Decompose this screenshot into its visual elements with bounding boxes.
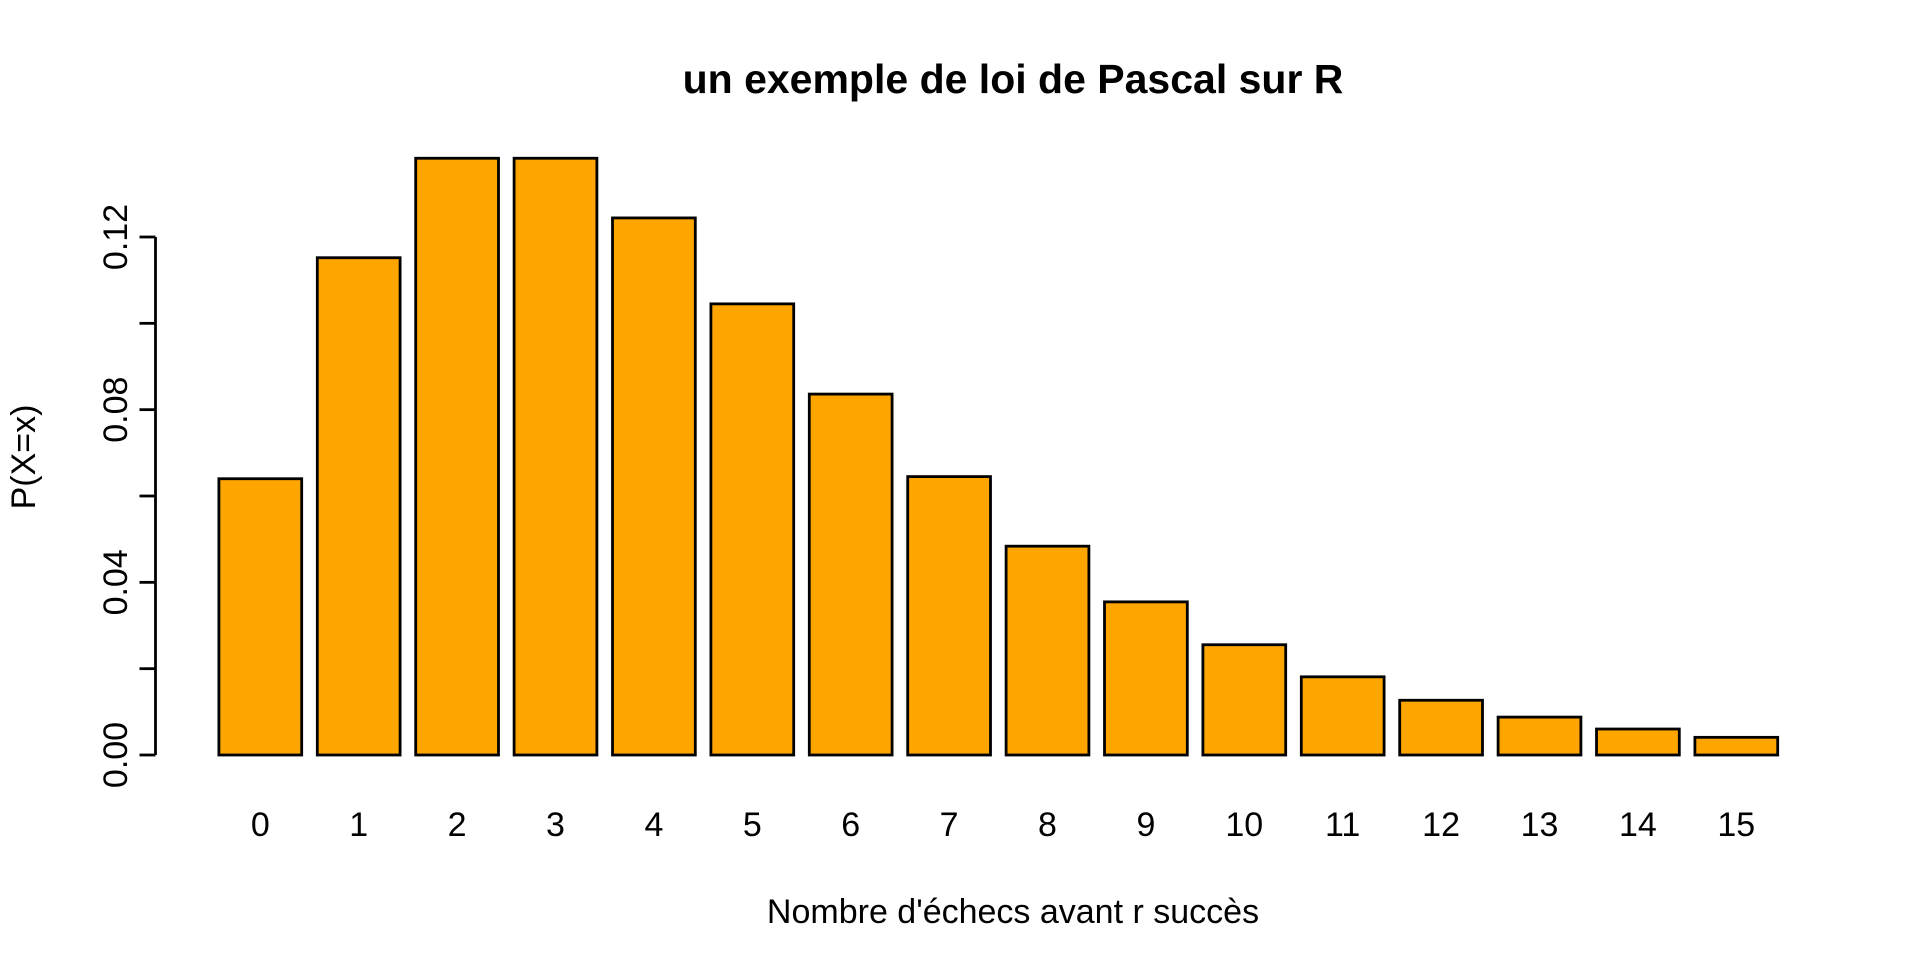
chart-title: un exemple de loi de Pascal sur R bbox=[683, 56, 1344, 102]
y-tick-label: 0.08 bbox=[97, 377, 135, 443]
y-tick-label: 0.04 bbox=[97, 549, 135, 615]
x-tick-label: 5 bbox=[743, 806, 762, 844]
y-axis-label: P(X=x) bbox=[5, 405, 43, 510]
x-tick-label: 9 bbox=[1136, 806, 1155, 844]
bar-x3 bbox=[512, 156, 599, 757]
bar-x15 bbox=[1693, 735, 1780, 757]
bar-x6 bbox=[807, 392, 894, 757]
x-tick-label: 6 bbox=[841, 806, 860, 844]
x-tick-label: 1 bbox=[349, 806, 368, 844]
x-tick-label: 7 bbox=[940, 806, 959, 844]
bar-x13 bbox=[1496, 715, 1583, 757]
bar-x7 bbox=[906, 475, 992, 757]
x-tick-label: 4 bbox=[644, 806, 663, 844]
bar-x2 bbox=[414, 156, 500, 757]
x-tick-label: 8 bbox=[1038, 806, 1057, 844]
bar-x8 bbox=[1004, 544, 1091, 757]
x-tick-label: 15 bbox=[1717, 806, 1755, 844]
plot-area: 0.000.040.080.120 1 2 3 4 5 6 7 8 9 10 11 12 13 14 15 bbox=[97, 156, 1780, 844]
y-tick-label: 0.00 bbox=[97, 722, 135, 788]
bar-x12 bbox=[1398, 698, 1484, 757]
x-tick-label: 14 bbox=[1619, 806, 1657, 844]
x-tick-label: 12 bbox=[1422, 806, 1460, 844]
bar-x5 bbox=[709, 302, 796, 757]
y-tick-label: 0.12 bbox=[97, 204, 135, 270]
bar-x0 bbox=[217, 477, 304, 757]
bar-x11 bbox=[1299, 675, 1386, 757]
x-tick-label: 3 bbox=[546, 806, 565, 844]
x-tick-label: 0 bbox=[251, 806, 270, 844]
x-tick-label: 11 bbox=[1325, 806, 1360, 844]
x-tick-label: 10 bbox=[1225, 806, 1263, 844]
x-tick-label: 2 bbox=[448, 806, 467, 844]
bar-x14 bbox=[1595, 727, 1681, 757]
bar-x4 bbox=[611, 216, 697, 757]
x-axis-label: Nombre d'échecs avant r succès bbox=[767, 893, 1259, 931]
bar-x1 bbox=[315, 256, 402, 757]
bar-x10 bbox=[1201, 643, 1288, 757]
x-tick-label: 13 bbox=[1521, 806, 1559, 844]
bar-x9 bbox=[1103, 600, 1189, 757]
